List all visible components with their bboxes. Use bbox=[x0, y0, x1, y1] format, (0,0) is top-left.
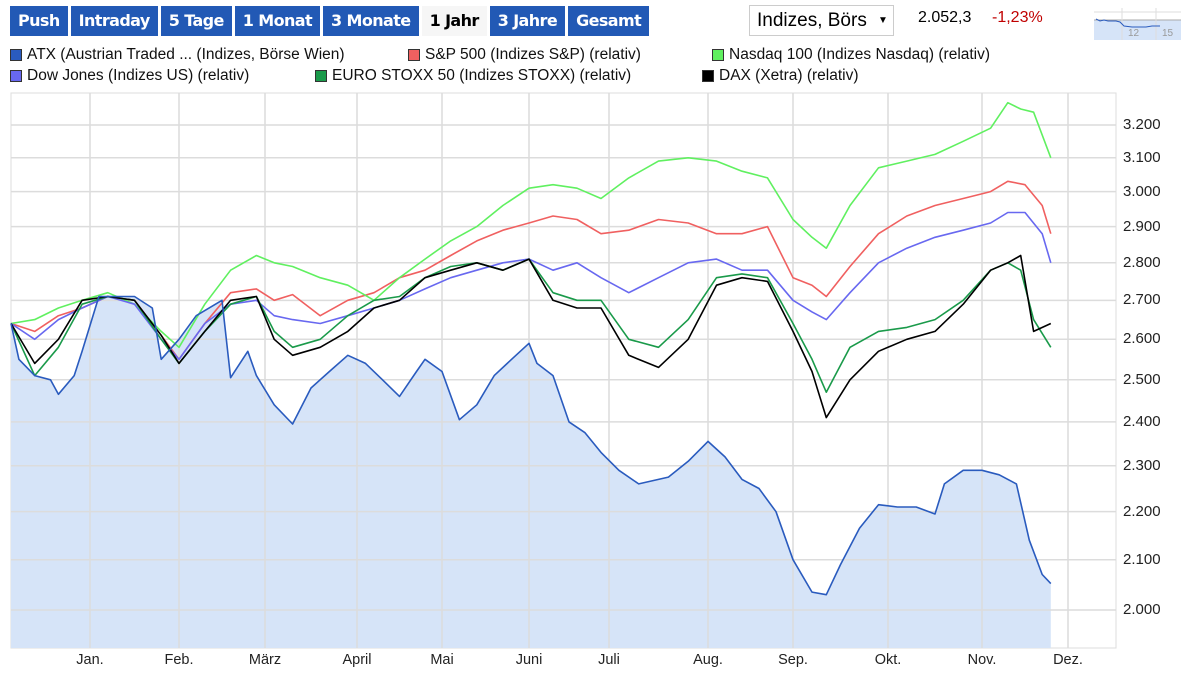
x-tick-label: Juli bbox=[598, 652, 620, 668]
y-tick-label: 2.800 bbox=[1123, 253, 1161, 271]
y-tick-label: 2.200 bbox=[1123, 502, 1161, 520]
svg-text:12: 12 bbox=[1128, 28, 1140, 39]
y-tick-label: 2.700 bbox=[1123, 291, 1161, 309]
legend-item-dowjones[interactable]: Dow Jones (Indizes US) (relativ) bbox=[10, 67, 249, 85]
x-tick-label: April bbox=[342, 652, 372, 668]
y-tick-label: 2.300 bbox=[1123, 456, 1161, 474]
x-tick-label: Jan. bbox=[76, 652, 104, 668]
y-tick-label: 3.200 bbox=[1123, 116, 1161, 133]
x-tick-label: Sep. bbox=[778, 652, 808, 668]
legend-swatch bbox=[702, 70, 714, 82]
x-tick-label: Juni bbox=[515, 652, 543, 668]
tab-push[interactable]: Push bbox=[10, 6, 68, 36]
period-tabs: Push Intraday 5 Tage 1 Monat 3 Monate 1 … bbox=[10, 6, 650, 36]
legend-swatch bbox=[408, 49, 420, 61]
legend-label: DAX (Xetra) (relativ) bbox=[719, 67, 859, 84]
tab-5-tage[interactable]: 5 Tage bbox=[160, 6, 232, 36]
legend-label: Nasdaq 100 (Indizes Nasdaq) (relativ) bbox=[729, 46, 991, 63]
current-price: 2.052,3 bbox=[918, 9, 972, 26]
y-tick-label: 2.100 bbox=[1123, 550, 1161, 568]
y-tick-label: 2.500 bbox=[1123, 370, 1161, 388]
tab-intraday[interactable]: Intraday bbox=[70, 6, 158, 36]
tab-3-monate[interactable]: 3 Monate bbox=[323, 6, 419, 36]
x-tick-label: Aug. bbox=[693, 652, 723, 668]
legend-item-dax[interactable]: DAX (Xetra) (relativ) bbox=[702, 67, 859, 85]
series-line bbox=[10, 254, 1052, 419]
series-line bbox=[10, 211, 1052, 361]
x-tick-label: März bbox=[248, 652, 282, 668]
x-tick-label: Mai bbox=[430, 652, 454, 668]
legend-swatch bbox=[10, 49, 22, 61]
exchange-select[interactable]: Indizes, Börs ▼ bbox=[749, 5, 894, 36]
y-tick-label: 2.400 bbox=[1123, 412, 1161, 430]
legend-label: ATX (Austrian Traded ... (Indizes, Börse… bbox=[27, 46, 345, 63]
tab-1-jahr[interactable]: 1 Jahr bbox=[421, 6, 487, 36]
y-tick-label: 3.000 bbox=[1123, 182, 1161, 200]
legend-item-atx[interactable]: ATX (Austrian Traded ... (Indizes, Börse… bbox=[10, 46, 345, 64]
tab-gesamt[interactable]: Gesamt bbox=[568, 6, 650, 36]
price-change: -1,23% bbox=[992, 9, 1043, 26]
legend-item-nasdaq100[interactable]: Nasdaq 100 (Indizes Nasdaq) (relativ) bbox=[712, 46, 990, 64]
legend-item-eurostoxx50[interactable]: EURO STOXX 50 (Indizes STOXX) (relativ) bbox=[315, 67, 631, 85]
mini-chart-thumbnail[interactable]: 12 15 bbox=[1094, 8, 1181, 40]
y-tick-label: 2.600 bbox=[1123, 330, 1161, 348]
legend-swatch bbox=[10, 70, 22, 82]
series-line bbox=[10, 101, 1052, 349]
y-tick-label: 2.000 bbox=[1123, 601, 1161, 619]
y-tick-label: 3.100 bbox=[1123, 148, 1161, 166]
y-tick-label: 2.900 bbox=[1123, 217, 1161, 235]
legend-label: S&P 500 (Indizes S&P) (relativ) bbox=[425, 46, 641, 63]
tab-1-monat[interactable]: 1 Monat bbox=[234, 6, 321, 36]
x-tick-label: Dez. bbox=[1053, 652, 1083, 668]
legend-swatch bbox=[712, 49, 724, 61]
chevron-down-icon: ▼ bbox=[876, 6, 890, 35]
legend-label: EURO STOXX 50 (Indizes STOXX) (relativ) bbox=[332, 67, 632, 84]
svg-text:15: 15 bbox=[1162, 28, 1174, 39]
exchange-select-value: Indizes, Börs bbox=[757, 10, 867, 31]
x-tick-label: Nov. bbox=[967, 652, 997, 668]
legend-item-sp500[interactable]: S&P 500 (Indizes S&P) (relativ) bbox=[408, 46, 641, 64]
x-tick-label: Feb. bbox=[164, 652, 194, 668]
tab-3-jahre[interactable]: 3 Jahre bbox=[489, 6, 566, 36]
series-line bbox=[10, 295, 1052, 596]
legend-swatch bbox=[315, 70, 327, 82]
legend-label: Dow Jones (Indizes US) (relativ) bbox=[27, 67, 250, 84]
x-tick-label: Okt. bbox=[874, 652, 902, 668]
